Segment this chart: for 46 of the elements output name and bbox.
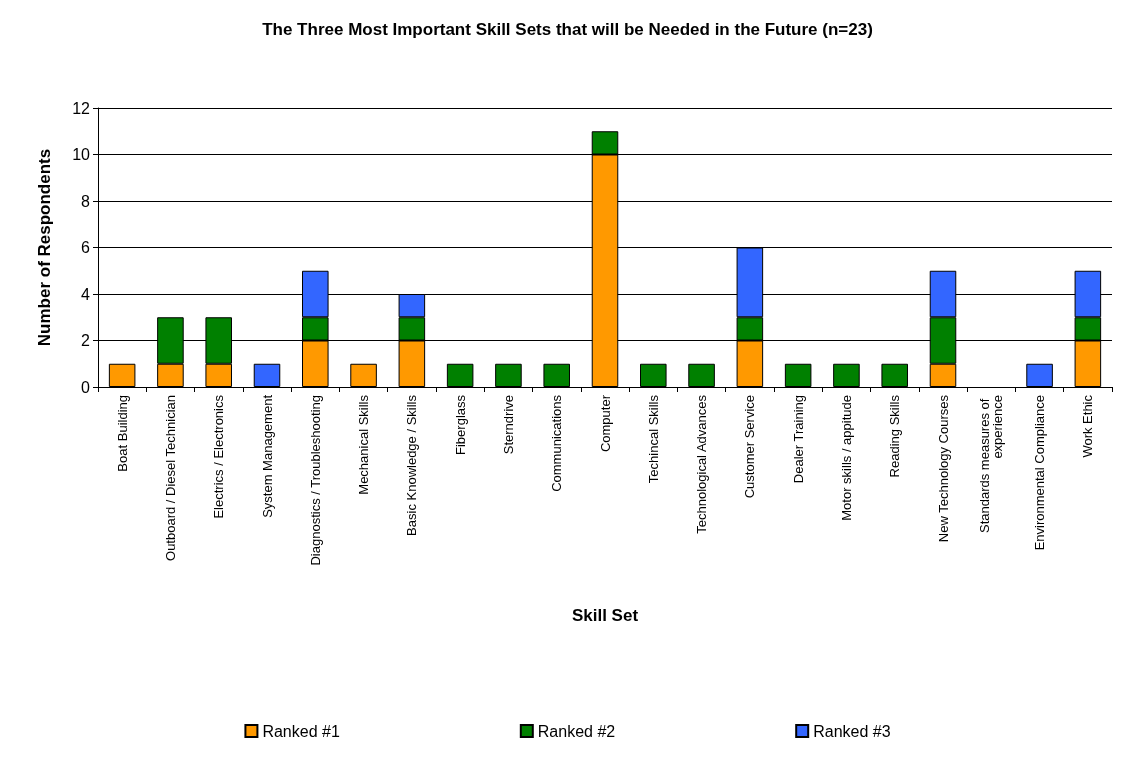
bar: [495, 363, 522, 387]
y-tick-label: 0: [81, 378, 91, 396]
y-axis-title: Number of Respondents: [35, 148, 54, 347]
x-tick-label: Work Ethic: [1080, 394, 1096, 458]
x-tick-label: System Management: [259, 394, 275, 518]
x-tick-label: Electrics / Electronics: [211, 394, 227, 519]
y-tick-label: 10: [72, 146, 91, 163]
x-axis-title: Skill Set: [571, 606, 639, 625]
x-tick-label: Communications: [549, 394, 565, 492]
x-tick-label: Diagnostics / Troubleshooting: [307, 395, 323, 566]
bar: [881, 363, 908, 387]
x-tick-label: Sterndrive: [500, 395, 516, 455]
x-tick-label: Computer: [597, 394, 613, 453]
y-tick-label: 2: [81, 332, 91, 349]
x-tick-label: Basic Knowledge / Skills: [404, 394, 420, 536]
legend-label: Ranked #3: [813, 722, 891, 740]
x-tick-label: Fiberglass: [452, 394, 468, 455]
x-tick-label: Environmental Compliance: [1032, 395, 1048, 551]
x-tick-label: Standards measures of experience: [977, 395, 1006, 534]
x-tick-label: Dealer Training: [790, 395, 806, 484]
x-tick-label: Mechanical Skills: [356, 394, 372, 495]
x-tick-label: Boat Building: [114, 395, 130, 472]
bar: [833, 363, 860, 387]
bar: [350, 363, 377, 387]
x-tick-label: Motor skills / appitude: [838, 395, 854, 521]
bar: [108, 363, 136, 387]
bar: [253, 363, 281, 387]
legend-label: Ranked #2: [537, 722, 616, 740]
x-tick-label: Technological Advances: [694, 394, 710, 534]
legend-label: Ranked #1: [262, 722, 340, 740]
x-tick-label: Reading Skills: [887, 394, 903, 478]
x-tick-label: Outboard / Diesel Technician: [162, 395, 178, 561]
x-tick-label: New Technology Courses: [935, 394, 951, 543]
bar: [688, 363, 715, 387]
chart-title: The Three Most Important Skill Sets that will be Needed in the Future (n=23): [262, 20, 873, 39]
y-tick-label: 8: [81, 192, 91, 210]
y-tick-label: 4: [81, 285, 91, 303]
x-tick-label: Techincal Skills: [645, 394, 661, 484]
bar: [640, 363, 667, 387]
bar: [543, 363, 570, 387]
y-tick-label: 6: [81, 239, 91, 256]
y-tick-label: 12: [72, 99, 91, 117]
x-tick-label: Customer Service: [742, 395, 758, 499]
bar: [784, 363, 812, 387]
bar: [1026, 363, 1053, 387]
bar: [446, 363, 474, 387]
